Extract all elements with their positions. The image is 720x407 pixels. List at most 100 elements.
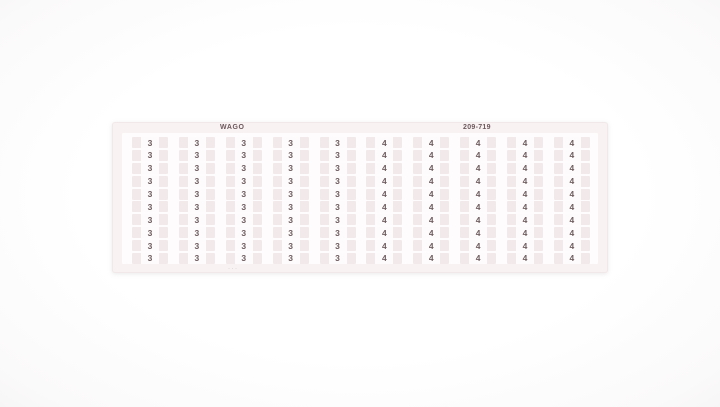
marker-cell: 3 <box>225 175 262 187</box>
marker-cell: 3 <box>178 214 215 226</box>
marker-cell: 3 <box>225 227 262 239</box>
marker-cell: 4 <box>507 137 543 148</box>
marker-cell: 3 <box>319 175 356 187</box>
marker-cell: 4 <box>507 149 543 161</box>
marker-cell: 3 <box>319 149 356 161</box>
marker-cell: 3 <box>272 188 309 200</box>
marker-cell: 4 <box>460 149 497 161</box>
marker-cell: 4 <box>507 175 543 187</box>
marker-cell: 4 <box>413 137 450 148</box>
marker-cell: 4 <box>507 162 543 174</box>
brand-label: WAGO <box>220 124 245 131</box>
marker-cell: 3 <box>178 240 215 251</box>
marker-cell: 3 <box>272 252 309 264</box>
marker-cell: 3 <box>178 188 215 200</box>
marker-cell: 4 <box>366 175 403 187</box>
marker-cell: 3 <box>319 214 356 226</box>
marker-cell: 3 <box>319 252 356 264</box>
marker-cell: 4 <box>413 175 450 187</box>
marker-cell: 4 <box>413 214 450 226</box>
marker-cell: 4 <box>366 188 403 200</box>
marker-cell: 4 <box>413 201 450 213</box>
marker-cell: 4 <box>507 201 543 213</box>
fine-print-mark: ··· <box>228 266 239 272</box>
marker-cell: 3 <box>132 175 168 187</box>
marker-cell: 4 <box>413 149 450 161</box>
marker-cell: 4 <box>460 137 497 148</box>
marker-cell: 4 <box>460 201 497 213</box>
marker-cell: 4 <box>460 214 497 226</box>
marker-cell: 3 <box>272 214 309 226</box>
marker-cell: 3 <box>319 137 356 148</box>
marker-cell: 4 <box>413 162 450 174</box>
marker-cell: 3 <box>132 188 168 200</box>
marker-cell: 4 <box>366 149 403 161</box>
marker-cell: 3 <box>132 252 168 264</box>
marker-cell: 4 <box>366 240 403 251</box>
marker-cell: 3 <box>132 137 168 148</box>
marker-cell: 4 <box>460 175 497 187</box>
marker-cell: 3 <box>272 240 309 251</box>
marker-cell: 4 <box>460 188 497 200</box>
marker-cell: 4 <box>366 214 403 226</box>
marker-cell: 4 <box>553 227 590 239</box>
marker-cell: 3 <box>132 201 168 213</box>
marker-cell: 3 <box>132 214 168 226</box>
marker-cell: 4 <box>460 240 497 251</box>
marker-cell: 4 <box>507 240 543 251</box>
marker-cell: 4 <box>553 137 590 148</box>
marker-cell: 4 <box>366 162 403 174</box>
marker-cell: 3 <box>225 188 262 200</box>
marker-cell: 4 <box>553 188 590 200</box>
marker-cell: 3 <box>178 252 215 264</box>
marker-cell: 3 <box>225 201 262 213</box>
marker-cell: 4 <box>507 188 543 200</box>
marker-cell: 4 <box>553 201 590 213</box>
marker-cell: 3 <box>132 227 168 239</box>
marker-cell: 3 <box>272 227 309 239</box>
marker-cell: 4 <box>460 162 497 174</box>
marker-cell: 4 <box>507 227 543 239</box>
marker-cell: 3 <box>319 201 356 213</box>
marker-cell: 4 <box>413 188 450 200</box>
marker-cell: 3 <box>272 137 309 148</box>
marker-cell: 3 <box>225 162 262 174</box>
marker-cell: 3 <box>132 149 168 161</box>
marker-cell: 4 <box>413 240 450 251</box>
marker-cell: 4 <box>553 252 590 264</box>
marker-cell: 3 <box>319 227 356 239</box>
marker-cell: 3 <box>178 149 215 161</box>
marker-cell: 3 <box>225 214 262 226</box>
marker-cell: 3 <box>178 227 215 239</box>
marker-cell: 4 <box>507 214 543 226</box>
marker-cell: 3 <box>132 240 168 251</box>
marker-cell: 3 <box>178 137 215 148</box>
marker-cell: 4 <box>413 252 450 264</box>
marker-cell: 3 <box>319 188 356 200</box>
marker-cell: 3 <box>272 201 309 213</box>
marker-cell: 4 <box>460 252 497 264</box>
marker-cell: 4 <box>553 149 590 161</box>
marker-cell: 3 <box>178 162 215 174</box>
marker-cell: 4 <box>366 201 403 213</box>
marker-cell: 4 <box>553 162 590 174</box>
marker-cell: 4 <box>507 252 543 264</box>
marker-cell: 4 <box>553 175 590 187</box>
marker-cell: 4 <box>553 240 590 251</box>
marker-cell: 3 <box>225 252 262 264</box>
marker-cell: 4 <box>460 227 497 239</box>
marker-cell: 3 <box>178 201 215 213</box>
marker-cell: 3 <box>319 240 356 251</box>
part-number-label: 209-719 <box>463 124 491 131</box>
